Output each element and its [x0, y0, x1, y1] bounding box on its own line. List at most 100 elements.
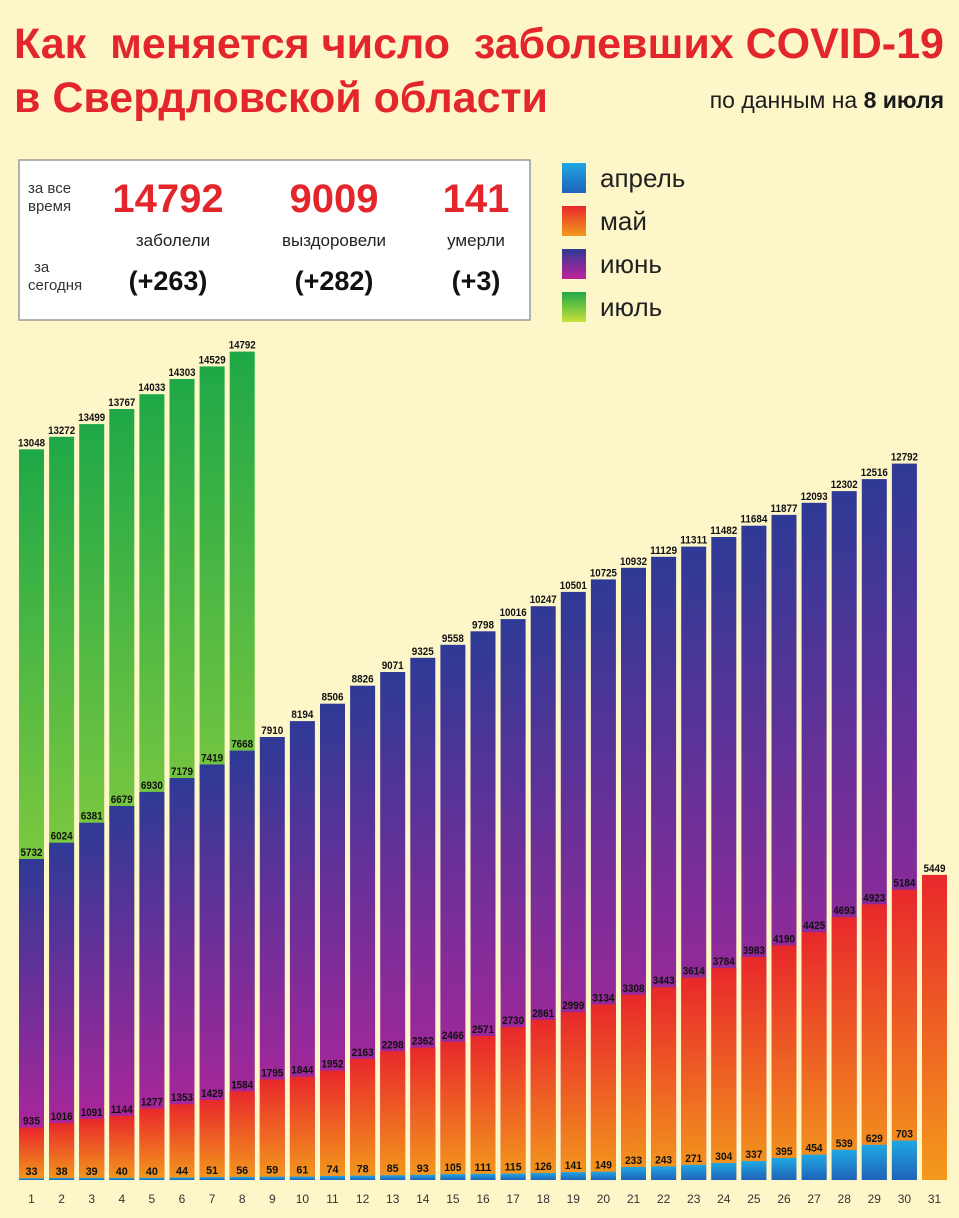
data-label-april-29: 629 — [866, 1133, 883, 1145]
bar-may-26 — [771, 945, 797, 1180]
data-label-june-24: 11482 — [710, 525, 737, 537]
data-label-june-18: 10247 — [530, 594, 557, 606]
bar-may-9 — [259, 1079, 285, 1180]
x-tick-16: 16 — [476, 1192, 490, 1206]
bars — [19, 351, 947, 1181]
bar-may-25 — [741, 957, 767, 1180]
x-tick-13: 13 — [386, 1192, 400, 1206]
bar-april-7 — [199, 1177, 225, 1180]
bar-may-13 — [380, 1051, 406, 1180]
bar-may-15 — [440, 1041, 466, 1180]
summary-recovered-total: 9009 — [290, 177, 379, 221]
chart-title-line2: в Свердловской области — [14, 74, 548, 122]
bar-april-20 — [590, 1171, 616, 1180]
x-tick-4: 4 — [118, 1192, 125, 1206]
bar-april-28 — [831, 1149, 857, 1180]
bar-may-5 — [139, 1108, 165, 1180]
data-label-april-22: 243 — [655, 1154, 672, 1166]
summary-recovered-today: (+282) — [295, 266, 374, 296]
x-tick-7: 7 — [209, 1192, 216, 1206]
data-label-may-8: 1584 — [231, 1079, 254, 1091]
data-label-june-19: 10501 — [560, 580, 587, 592]
legend-swatch-april — [562, 163, 586, 193]
data-label-may-14: 2362 — [412, 1036, 434, 1048]
bar-april-22 — [651, 1166, 677, 1180]
data-label-june-25: 11684 — [740, 514, 768, 526]
x-tick-21: 21 — [627, 1192, 641, 1206]
bar-may-14 — [410, 1047, 436, 1180]
data-label-july-5: 14033 — [138, 382, 165, 394]
legend-label-july: июль — [600, 292, 662, 322]
data-label-april-11: 74 — [327, 1164, 340, 1176]
summary-box — [18, 159, 531, 321]
bar-may-19 — [560, 1012, 586, 1180]
bar-april-30 — [891, 1140, 917, 1180]
data-label-april-16: 111 — [475, 1162, 492, 1174]
legend: апрель май июнь июль — [562, 163, 685, 322]
data-label-april-9: 59 — [266, 1165, 278, 1177]
data-label-april-20: 149 — [595, 1160, 612, 1172]
summary-infected-label: заболели — [136, 231, 210, 250]
data-label-april-25: 337 — [745, 1149, 762, 1161]
data-label-june-15: 9558 — [442, 633, 464, 645]
legend-swatch-june — [562, 249, 586, 279]
data-label-may-7: 1429 — [201, 1088, 223, 1100]
x-tick-22: 22 — [657, 1192, 671, 1206]
data-label-july-3: 13499 — [78, 412, 105, 424]
bar-may-24 — [711, 968, 737, 1180]
data-label-may-30: 5184 — [893, 878, 916, 890]
data-label-may-5: 1277 — [141, 1097, 163, 1109]
summary-all-time-label-2: время — [28, 198, 71, 215]
data-label-april-6: 44 — [176, 1166, 189, 1178]
data-label-june-21: 10932 — [620, 556, 647, 568]
data-label-june-13: 9071 — [382, 660, 404, 672]
bar-april-4 — [109, 1177, 135, 1180]
data-label-may-11: 1952 — [322, 1059, 344, 1071]
data-label-april-12: 78 — [357, 1164, 369, 1176]
bar-may-16 — [470, 1036, 496, 1180]
bar-april-3 — [79, 1177, 105, 1180]
data-label-june-27: 12093 — [801, 491, 828, 503]
data-label-april-19: 141 — [565, 1160, 582, 1172]
data-label-june-16: 9798 — [472, 619, 494, 631]
data-label-april-2: 38 — [56, 1166, 68, 1178]
data-label-may-9: 1795 — [261, 1068, 283, 1080]
bar-may-23 — [681, 977, 707, 1180]
legend-label-may: май — [600, 206, 647, 236]
x-tick-1: 1 — [28, 1192, 35, 1206]
data-label-april-17: 115 — [505, 1162, 522, 1174]
bar-may-6 — [169, 1104, 195, 1180]
summary-deaths-today: (+3) — [452, 266, 501, 296]
x-tick-10: 10 — [296, 1192, 310, 1206]
data-label-june-12: 8826 — [352, 674, 374, 686]
bar-may-17 — [500, 1027, 526, 1180]
x-tick-26: 26 — [777, 1192, 791, 1206]
legend-swatch-may — [562, 206, 586, 236]
chart-title-line1: Как меняется число заболевших COVID-19 — [14, 20, 944, 68]
x-tick-19: 19 — [567, 1192, 581, 1206]
bar-may-3 — [79, 1118, 105, 1180]
data-label-may-23: 3614 — [683, 966, 706, 978]
data-label-june-30: 12792 — [891, 452, 918, 464]
data-label-july-2: 13272 — [48, 425, 75, 437]
data-label-april-27: 454 — [806, 1143, 824, 1155]
data-label-april-1: 33 — [26, 1166, 38, 1178]
bar-may-4 — [109, 1115, 135, 1180]
data-label-june-3: 6381 — [81, 811, 103, 823]
bar-april-15 — [440, 1174, 466, 1180]
bar-may-12 — [350, 1058, 376, 1180]
bar-april-2 — [49, 1177, 75, 1180]
data-label-july-8: 14792 — [229, 340, 256, 352]
legend-label-april: апрель — [600, 163, 685, 193]
data-label-may-20: 3134 — [592, 993, 615, 1005]
data-label-april-4: 40 — [116, 1166, 128, 1178]
subtitle-date: 8 июля — [864, 87, 944, 113]
data-label-may-24: 3784 — [713, 956, 736, 968]
data-label-june-17: 10016 — [500, 607, 527, 619]
data-label-june-28: 12302 — [831, 479, 858, 491]
summary-deaths-total: 141 — [443, 177, 510, 221]
data-label-june-2: 6024 — [51, 831, 74, 843]
data-label-may-19: 2999 — [562, 1000, 584, 1012]
x-tick-11: 11 — [326, 1192, 339, 1206]
bar-may-29 — [861, 904, 887, 1180]
